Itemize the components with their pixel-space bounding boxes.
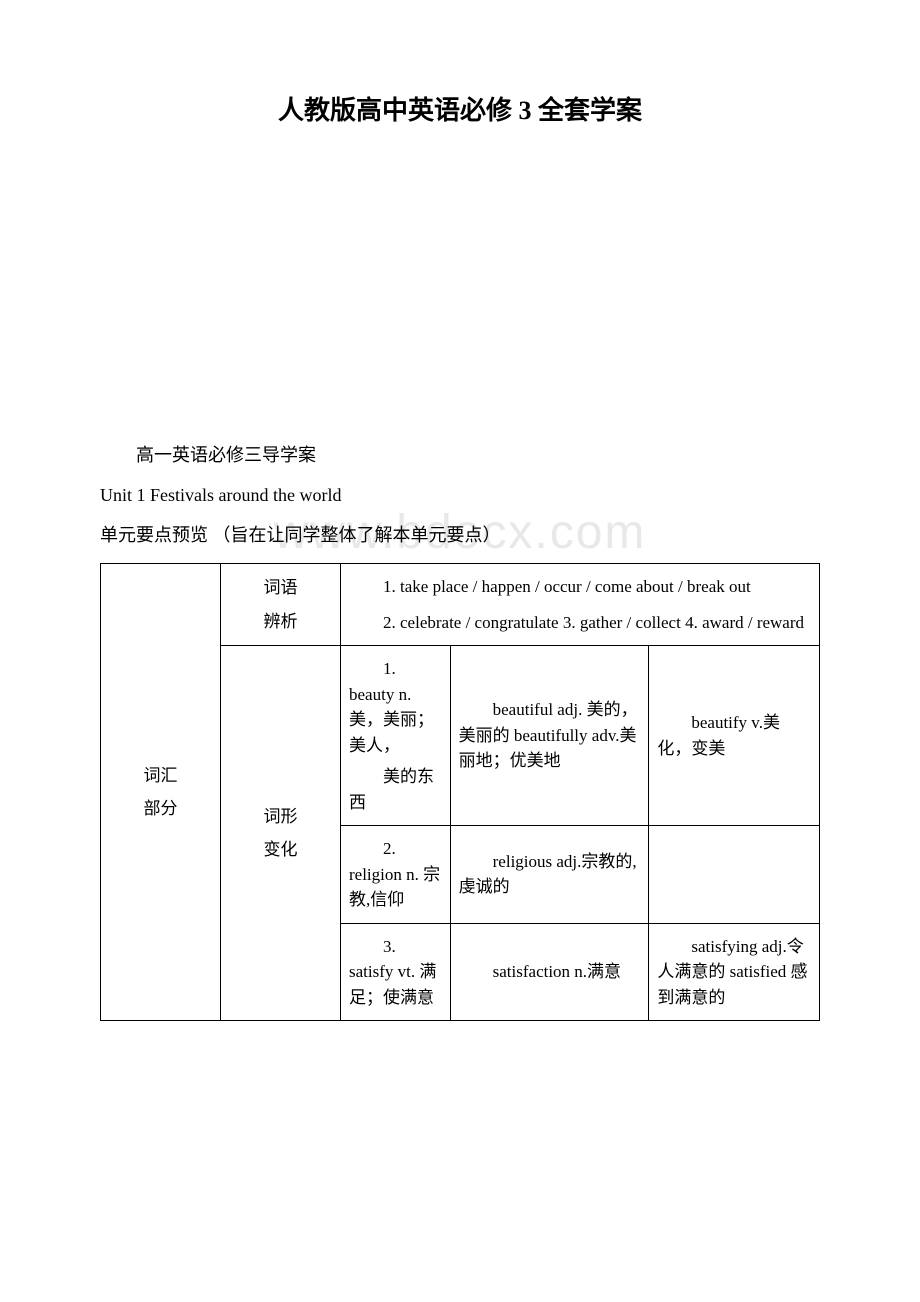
row2-cell1: 2. religion n. 宗教,信仰 bbox=[341, 826, 451, 924]
row2-cell3 bbox=[649, 826, 820, 924]
row3-cell2-text: satisfaction n.满意 bbox=[459, 959, 641, 985]
sub2-label-1: 词形 bbox=[229, 804, 332, 830]
section-label-2: 部分 bbox=[109, 796, 212, 822]
intro-line-3: 单元要点预览 （旨在让同学整体了解本单元要点） bbox=[100, 517, 820, 553]
table-row: 词汇 部分 词语 辨析 1. take place / happen / occ… bbox=[101, 564, 820, 646]
subsection-1-cell: 词语 辨析 bbox=[221, 564, 341, 646]
row3-cell1: 3. satisfy vt. 满足；使满意 bbox=[341, 923, 451, 1021]
row1-cell1: 1. beauty n.美，美丽；美人， 美的东西 bbox=[341, 646, 451, 826]
vocabulary-table: 词汇 部分 词语 辨析 1. take place / happen / occ… bbox=[100, 563, 820, 1021]
row1-cell2-text: beautiful adj. 美的，美丽的 beautifully adv.美丽… bbox=[459, 697, 641, 774]
sub1-content-cell: 1. take place / happen / occur / come ab… bbox=[341, 564, 820, 646]
sub1-label-1: 词语 bbox=[229, 575, 332, 601]
section-label-1: 词汇 bbox=[109, 763, 212, 789]
sub1-label-2: 辨析 bbox=[229, 609, 332, 635]
sub2-label-2: 变化 bbox=[229, 837, 332, 863]
row1-cell1-line1: 1. beauty n.美，美丽；美人， bbox=[349, 656, 442, 758]
subsection-2-cell: 词形 变化 bbox=[221, 646, 341, 1021]
row3-cell3: satisfying adj.令人满意的 satisfied 感到满意的 bbox=[649, 923, 820, 1021]
row1-cell3: beautify v.美化，变美 bbox=[649, 646, 820, 826]
row1-cell3-text: beautify v.美化，变美 bbox=[657, 710, 811, 761]
intro-line-2: Unit 1 Festivals around the world bbox=[100, 477, 820, 513]
row2-cell2-text: religious adj.宗教的,虔诚的 bbox=[459, 849, 641, 900]
row3-cell3-text: satisfying adj.令人满意的 satisfied 感到满意的 bbox=[657, 934, 811, 1011]
row2-cell2: religious adj.宗教的,虔诚的 bbox=[450, 826, 649, 924]
sub1-content-line2: 2. celebrate / congratulate 3. gather / … bbox=[349, 610, 811, 636]
document-title: 人教版高中英语必修 3 全套学案 bbox=[100, 90, 820, 127]
document-content: 人教版高中英语必修 3 全套学案 高一英语必修三导学案 Unit 1 Festi… bbox=[100, 90, 820, 1021]
row2-cell1-text: 2. religion n. 宗教,信仰 bbox=[349, 836, 442, 913]
row1-cell1-line2: 美的东西 bbox=[349, 764, 442, 815]
intro-line-1: 高一英语必修三导学案 bbox=[100, 437, 820, 473]
row1-cell2: beautiful adj. 美的，美丽的 beautifully adv.美丽… bbox=[450, 646, 649, 826]
row3-cell1-text: 3. satisfy vt. 满足；使满意 bbox=[349, 934, 442, 1011]
row3-cell2: satisfaction n.满意 bbox=[450, 923, 649, 1021]
section-header-cell: 词汇 部分 bbox=[101, 564, 221, 1021]
sub1-content-line1: 1. take place / happen / occur / come ab… bbox=[349, 574, 811, 600]
